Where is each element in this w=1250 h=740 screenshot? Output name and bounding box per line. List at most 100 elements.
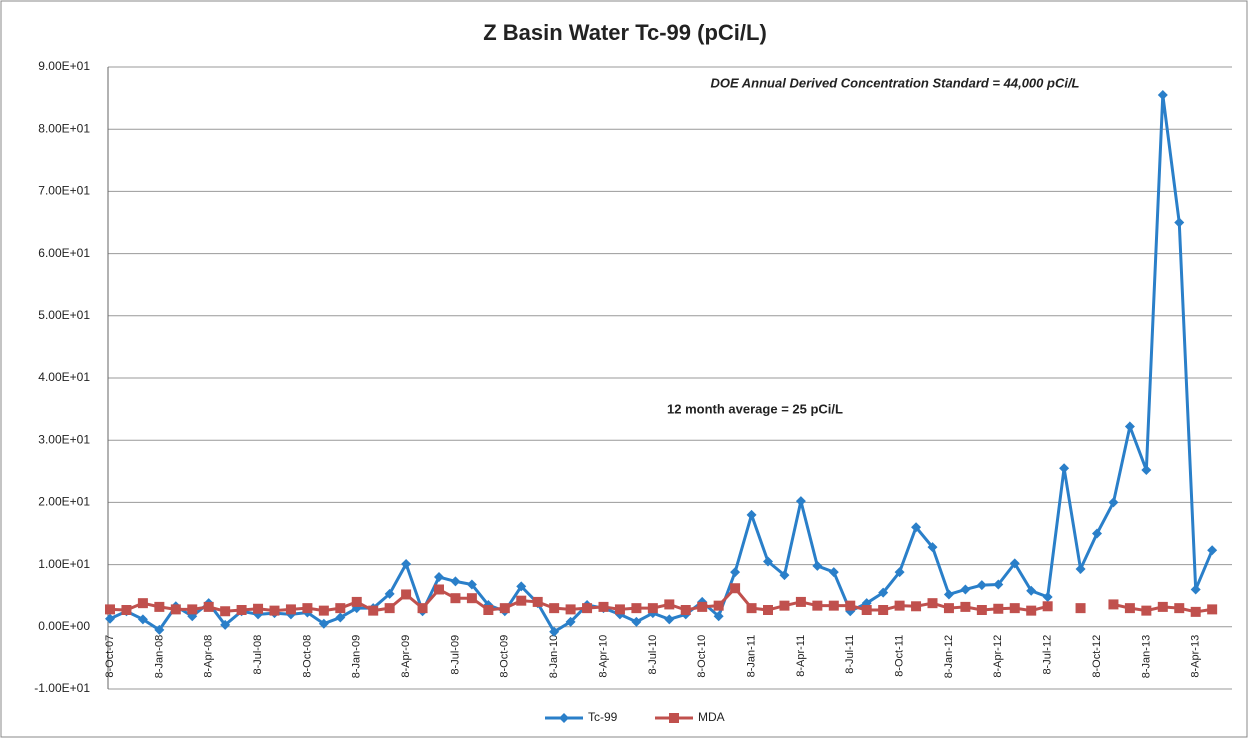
x-tick-label: 8-Oct-11 — [894, 635, 906, 677]
marker — [1141, 465, 1152, 476]
marker — [253, 603, 264, 614]
x-tick-label: 8-Jan-09 — [351, 635, 363, 678]
marker — [137, 598, 148, 609]
marker — [1059, 463, 1070, 474]
marker — [1009, 603, 1020, 614]
marker — [763, 556, 773, 567]
marker — [779, 600, 790, 611]
marker — [746, 603, 757, 614]
marker — [516, 581, 527, 592]
y-tick-label: 8.00E+01 — [38, 121, 90, 135]
x-tick-label: 8-Apr-11 — [795, 635, 807, 677]
marker — [828, 567, 839, 578]
marker — [1042, 601, 1053, 612]
y-tick-label: 9.00E+01 — [38, 59, 90, 73]
marker — [302, 603, 313, 614]
marker — [1157, 89, 1168, 100]
marker — [351, 596, 362, 607]
marker — [1092, 528, 1102, 539]
x-tick-label: 8-Apr-10 — [597, 635, 609, 678]
marker — [1075, 563, 1086, 574]
marker — [565, 604, 576, 615]
marker — [137, 614, 148, 625]
marker — [697, 601, 708, 612]
marker — [1042, 591, 1053, 602]
marker — [730, 567, 741, 578]
marker — [631, 603, 642, 614]
marker — [384, 603, 395, 614]
marker — [993, 603, 1004, 614]
marker — [598, 601, 609, 612]
x-tick-label: 8-Jul-09 — [449, 635, 461, 675]
x-tick-label: 8-Apr-08 — [203, 635, 215, 678]
marker — [318, 618, 329, 629]
x-tick-label: 8-Jan-10 — [548, 635, 560, 678]
marker — [318, 605, 329, 616]
marker — [401, 558, 412, 569]
chart-title: Z Basin Water Tc-99 (pCi/L) — [483, 20, 767, 45]
marker — [582, 603, 593, 614]
marker — [434, 584, 444, 595]
x-tick-label: 8-Oct-07 — [104, 635, 116, 678]
x-tick-label: 8-Oct-09 — [499, 635, 511, 678]
marker — [368, 605, 379, 616]
marker — [220, 606, 231, 617]
marker — [532, 596, 543, 607]
marker — [269, 605, 280, 616]
marker — [565, 616, 576, 627]
marker — [664, 614, 675, 625]
marker — [828, 600, 839, 611]
marker — [647, 603, 658, 614]
marker — [943, 603, 954, 614]
marker — [878, 605, 889, 616]
marker — [795, 496, 806, 507]
marker — [763, 605, 773, 616]
x-tick-label: 8-Oct-12 — [1091, 635, 1103, 678]
marker — [1207, 604, 1218, 615]
x-tick-label: 8-Oct-10 — [696, 635, 708, 678]
x-tick-label: 8-Jan-08 — [153, 635, 165, 678]
marker — [1174, 217, 1185, 228]
marker — [1026, 585, 1037, 596]
x-tick-label: 8-Jan-13 — [1140, 635, 1152, 678]
annotation: DOE Annual Derived Concentration Standar… — [710, 75, 1079, 90]
marker — [549, 603, 560, 614]
marker — [795, 596, 806, 607]
marker — [335, 612, 346, 623]
x-tick-label: 8-Jul-10 — [647, 635, 659, 675]
x-tick-label: 8-Jan-12 — [943, 635, 955, 678]
marker — [450, 576, 461, 587]
marker — [927, 542, 938, 553]
x-tick-label: 8-Jan-11 — [745, 635, 757, 678]
marker — [499, 603, 510, 614]
marker — [105, 613, 115, 624]
marker — [976, 605, 987, 616]
y-tick-label: 0.00E+00 — [38, 619, 90, 633]
x-tick-label: 8-Jul-12 — [1042, 635, 1054, 675]
marker — [1075, 603, 1086, 614]
marker — [466, 579, 477, 590]
y-tick-label: 5.00E+01 — [38, 308, 90, 322]
marker — [1124, 603, 1135, 614]
marker — [894, 600, 905, 611]
marker — [812, 600, 823, 611]
marker — [894, 567, 905, 578]
annotation: 12 month average = 25 pCi/L — [667, 401, 843, 416]
marker — [516, 595, 527, 606]
marker — [845, 600, 856, 611]
marker — [1124, 421, 1135, 432]
marker — [779, 570, 790, 581]
marker — [1141, 605, 1152, 616]
legend-marker — [669, 713, 679, 723]
x-tick-label: 8-Oct-08 — [301, 635, 313, 678]
marker — [105, 604, 115, 615]
marker — [549, 626, 560, 637]
marker — [154, 601, 165, 612]
marker — [450, 593, 461, 604]
x-tick-label: 8-Jul-11 — [844, 635, 856, 674]
marker — [911, 601, 922, 612]
marker — [1174, 603, 1185, 614]
marker — [236, 605, 247, 616]
x-tick-label: 8-Jul-08 — [252, 635, 264, 675]
